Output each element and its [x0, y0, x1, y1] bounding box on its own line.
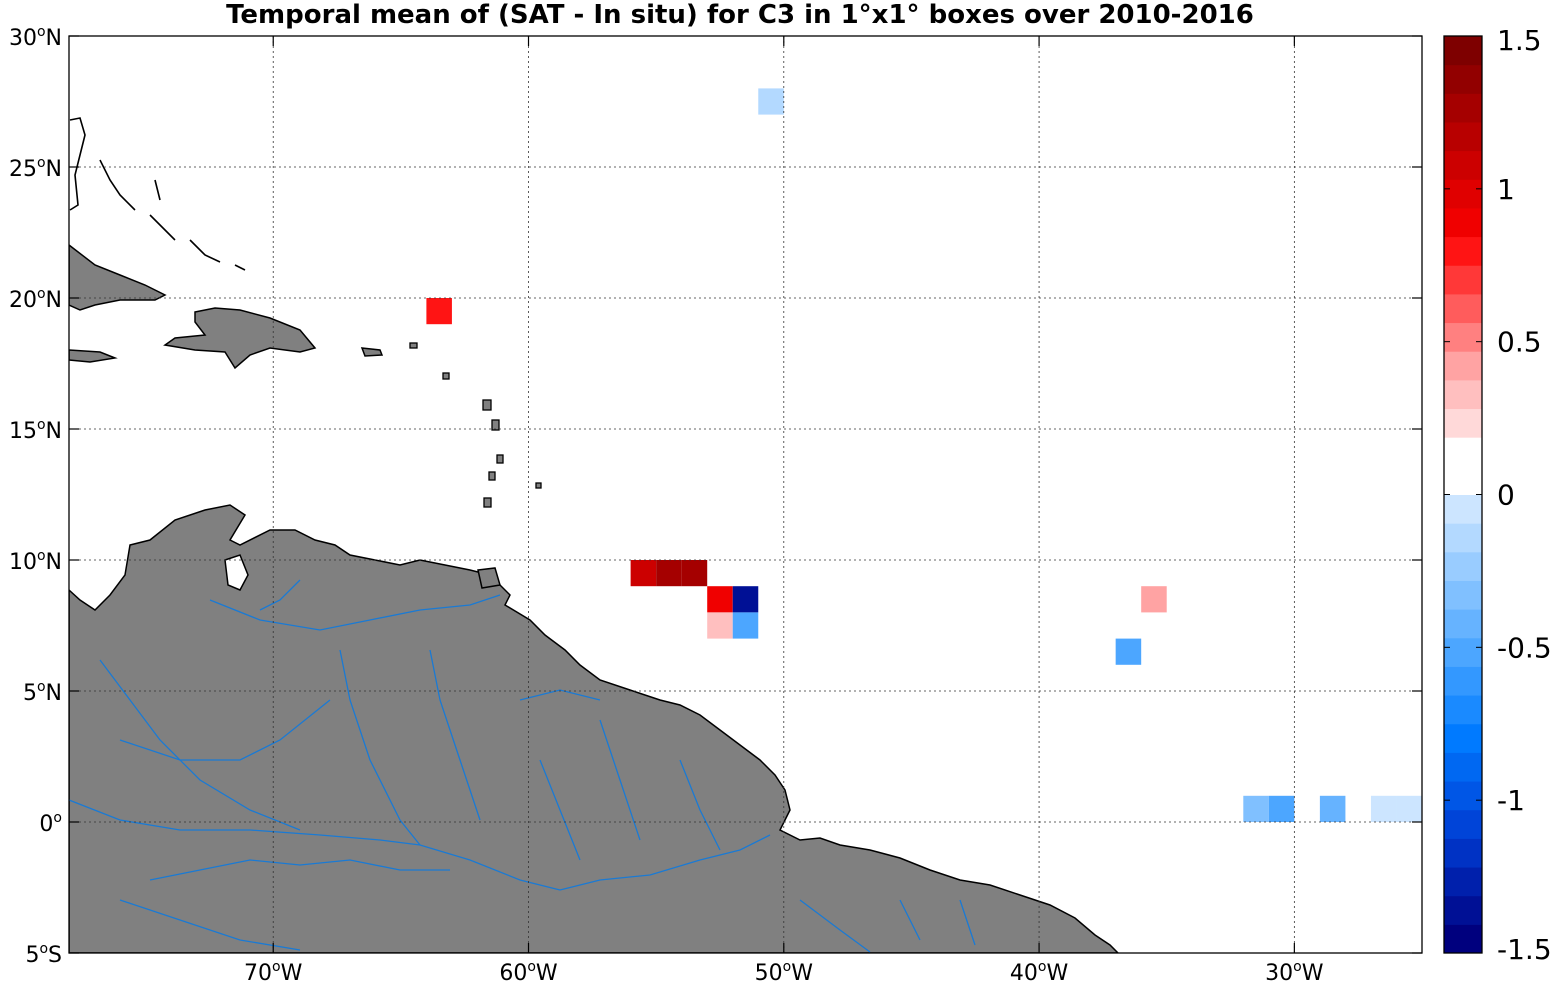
colorbar-segment — [1444, 207, 1482, 238]
data-cell — [1319, 795, 1346, 822]
data-cell — [732, 586, 759, 613]
colorbar-segment — [1444, 93, 1482, 123]
colorbar-tick-label: 1 — [1497, 173, 1515, 206]
colorbar-tick-label: 0.5 — [1497, 326, 1542, 359]
data-cells-layer — [426, 88, 1422, 822]
lesser-antilles-islands — [409, 342, 542, 508]
colorbar-segment — [1444, 437, 1482, 467]
hispaniola-landmass — [163, 307, 317, 370]
gridlines — [69, 36, 1422, 953]
jamaica-landmass — [69, 349, 118, 363]
colorbar-tick-label: -1 — [1497, 784, 1525, 817]
colorbar-segment — [1444, 265, 1482, 295]
colorbar-segment — [1444, 465, 1482, 495]
lake-maracaibo — [224, 554, 249, 591]
colorbar-segment — [1444, 781, 1482, 811]
colorbar-segment — [1444, 150, 1482, 180]
lon-tick-label: 70oW — [244, 959, 303, 984]
colorbar-segment — [1444, 236, 1482, 266]
colorbar-segment — [1444, 867, 1482, 897]
colorbar — [1444, 36, 1482, 954]
land-layer — [69, 117, 1120, 953]
cuba-landmass — [69, 244, 167, 311]
colorbar-segment — [1444, 895, 1482, 925]
colorbar-segment — [1444, 121, 1482, 152]
data-cell — [1141, 586, 1167, 613]
axis-ticks — [69, 35, 1422, 954]
data-cell — [1115, 638, 1142, 665]
colorbar-segment — [1444, 494, 1482, 524]
puerto-rico-landmass — [360, 347, 384, 357]
colorbar-segment — [1444, 666, 1482, 696]
data-cell — [681, 560, 708, 587]
bahamas-islands — [69, 117, 246, 271]
data-cell — [707, 612, 733, 639]
lat-tick-label: 5oS — [25, 941, 62, 968]
data-cell — [1396, 795, 1422, 822]
data-cell — [630, 560, 657, 587]
colorbar-tick-label: -1.5 — [1497, 933, 1552, 966]
lat-tick-label: 25oN — [9, 155, 62, 182]
colorbar-tick-label: -0.5 — [1497, 631, 1552, 664]
axis-labels: 70oW 60oW 50oW 40oW 30oW 30oN 25oN 20oN 15oN 10oN… — [9, 24, 1324, 984]
colorbar-segment — [1444, 36, 1482, 66]
colorbar-segment — [1444, 924, 1482, 954]
colorbar-segment — [1444, 322, 1482, 352]
lat-tick-label: 5oN — [23, 679, 62, 706]
colorbar-segment — [1444, 351, 1482, 381]
trinidad-landmass — [477, 567, 501, 589]
colorbar-segment — [1444, 809, 1482, 839]
colorbar-segment — [1444, 580, 1482, 610]
colorbar-segment — [1444, 695, 1482, 725]
lon-tick-label: 60oW — [499, 959, 558, 984]
lon-tick-label: 40oW — [1010, 959, 1069, 984]
data-cell — [1370, 795, 1397, 822]
lat-tick-label: 15oN — [9, 417, 62, 444]
lon-tick-label: 30oW — [1265, 959, 1324, 984]
colorbar-segment — [1444, 551, 1482, 581]
colorbar-segment — [1444, 64, 1482, 94]
colorbar-segment — [1444, 752, 1482, 782]
data-cell — [707, 586, 733, 613]
data-cell — [732, 612, 759, 639]
colorbar-segment — [1444, 637, 1482, 667]
data-cell — [758, 88, 784, 115]
data-cell — [1243, 795, 1269, 822]
lat-tick-label: 10oN — [9, 548, 62, 575]
lat-tick-label: 30oN — [9, 24, 62, 51]
rivers-layer — [69, 579, 976, 953]
data-cell — [1268, 795, 1295, 822]
colorbar-segment — [1444, 723, 1482, 753]
colorbar-labels: 1.5 1 0.5 0 -0.5 -1 -1.5 — [1444, 24, 1552, 966]
map-frame — [68, 35, 1423, 954]
data-cell — [656, 560, 682, 587]
colorbar-segment — [1444, 838, 1482, 868]
south-america-landmass — [69, 504, 1120, 953]
lat-tick-label: 20oN — [9, 286, 62, 313]
colorbar-segment — [1444, 379, 1482, 410]
colorbar-segment — [1444, 179, 1482, 209]
lat-tick-label: 0o — [39, 810, 62, 837]
lon-tick-label: 50oW — [755, 959, 814, 984]
colorbar-tick-label: 0 — [1497, 479, 1515, 512]
colorbar-segment — [1444, 408, 1482, 438]
colorbar-segment — [1444, 609, 1482, 639]
colorbar-tick-label: 1.5 — [1497, 24, 1542, 57]
data-cell — [426, 298, 452, 325]
colorbar-segment — [1444, 293, 1482, 324]
colorbar-segment — [1444, 523, 1482, 553]
map-title: Temporal mean of (SAT - In situ) for C3 … — [226, 0, 1254, 30]
